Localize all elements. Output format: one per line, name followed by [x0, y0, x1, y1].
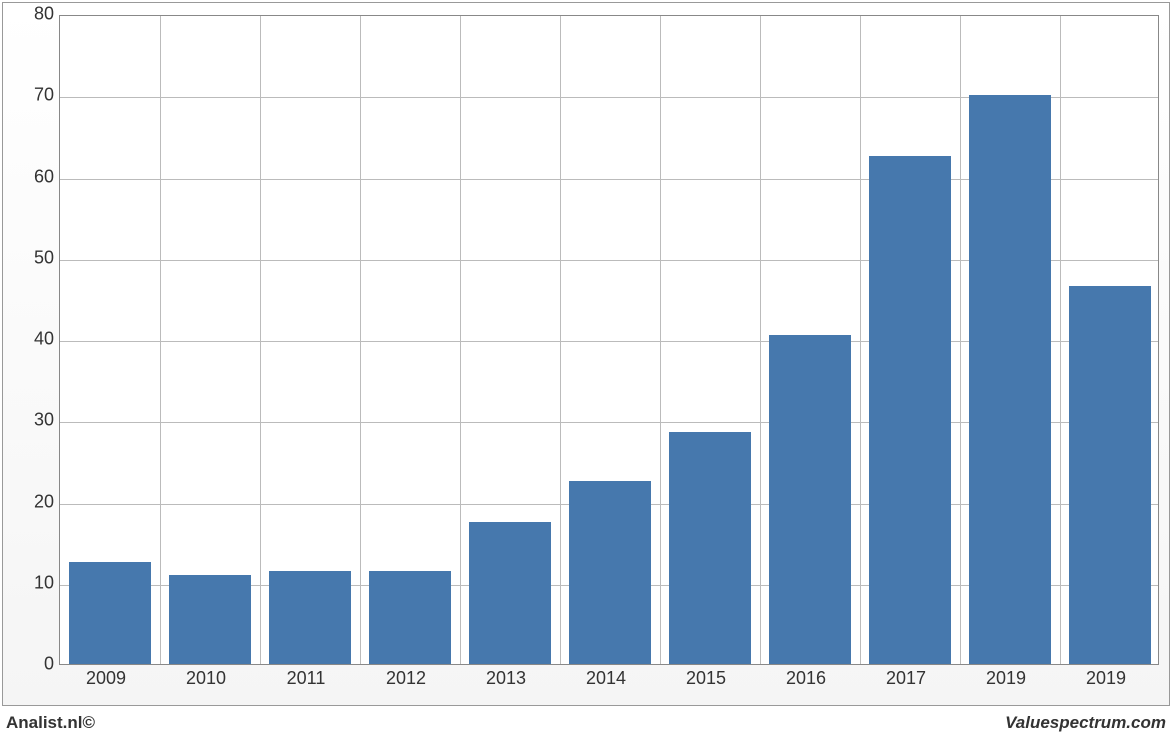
bar — [969, 95, 1051, 664]
gridline-v — [260, 16, 261, 664]
x-tick-label: 2017 — [866, 668, 946, 689]
chart-container — [2, 2, 1170, 706]
x-tick-label: 2009 — [66, 668, 146, 689]
x-tick-label: 2016 — [766, 668, 846, 689]
bar — [869, 156, 951, 664]
x-tick-label: 2010 — [166, 668, 246, 689]
y-tick-label: 30 — [14, 410, 54, 431]
x-tick-label: 2015 — [666, 668, 746, 689]
x-tick-label: 2019 — [1066, 668, 1146, 689]
bar — [269, 571, 351, 664]
bar — [369, 571, 451, 664]
x-tick-label: 2019 — [966, 668, 1046, 689]
bar — [769, 335, 851, 664]
gridline-v — [360, 16, 361, 664]
bar — [69, 562, 151, 664]
gridline-v — [1060, 16, 1061, 664]
gridline-v — [960, 16, 961, 664]
footer: Analist.nl© Valuespectrum.com — [2, 710, 1170, 736]
y-tick-label: 50 — [14, 247, 54, 268]
x-tick-label: 2012 — [366, 668, 446, 689]
footer-left-text: Analist.nl© — [6, 713, 95, 733]
bar — [169, 575, 251, 664]
bar — [669, 432, 751, 664]
y-tick-label: 40 — [14, 329, 54, 350]
x-tick-label: 2011 — [266, 668, 346, 689]
bar — [1069, 286, 1151, 664]
plot-area — [59, 15, 1159, 665]
footer-right-text: Valuespectrum.com — [1005, 713, 1166, 733]
y-tick-label: 80 — [14, 4, 54, 25]
y-tick-label: 0 — [14, 654, 54, 675]
y-tick-label: 20 — [14, 491, 54, 512]
bar — [469, 522, 551, 664]
gridline-v — [860, 16, 861, 664]
gridline-v — [660, 16, 661, 664]
y-tick-label: 10 — [14, 572, 54, 593]
gridline-v — [160, 16, 161, 664]
gridline-v — [760, 16, 761, 664]
x-tick-label: 2014 — [566, 668, 646, 689]
x-tick-label: 2013 — [466, 668, 546, 689]
bar — [569, 481, 651, 664]
y-tick-label: 60 — [14, 166, 54, 187]
y-tick-label: 70 — [14, 85, 54, 106]
gridline-v — [460, 16, 461, 664]
gridline-v — [560, 16, 561, 664]
